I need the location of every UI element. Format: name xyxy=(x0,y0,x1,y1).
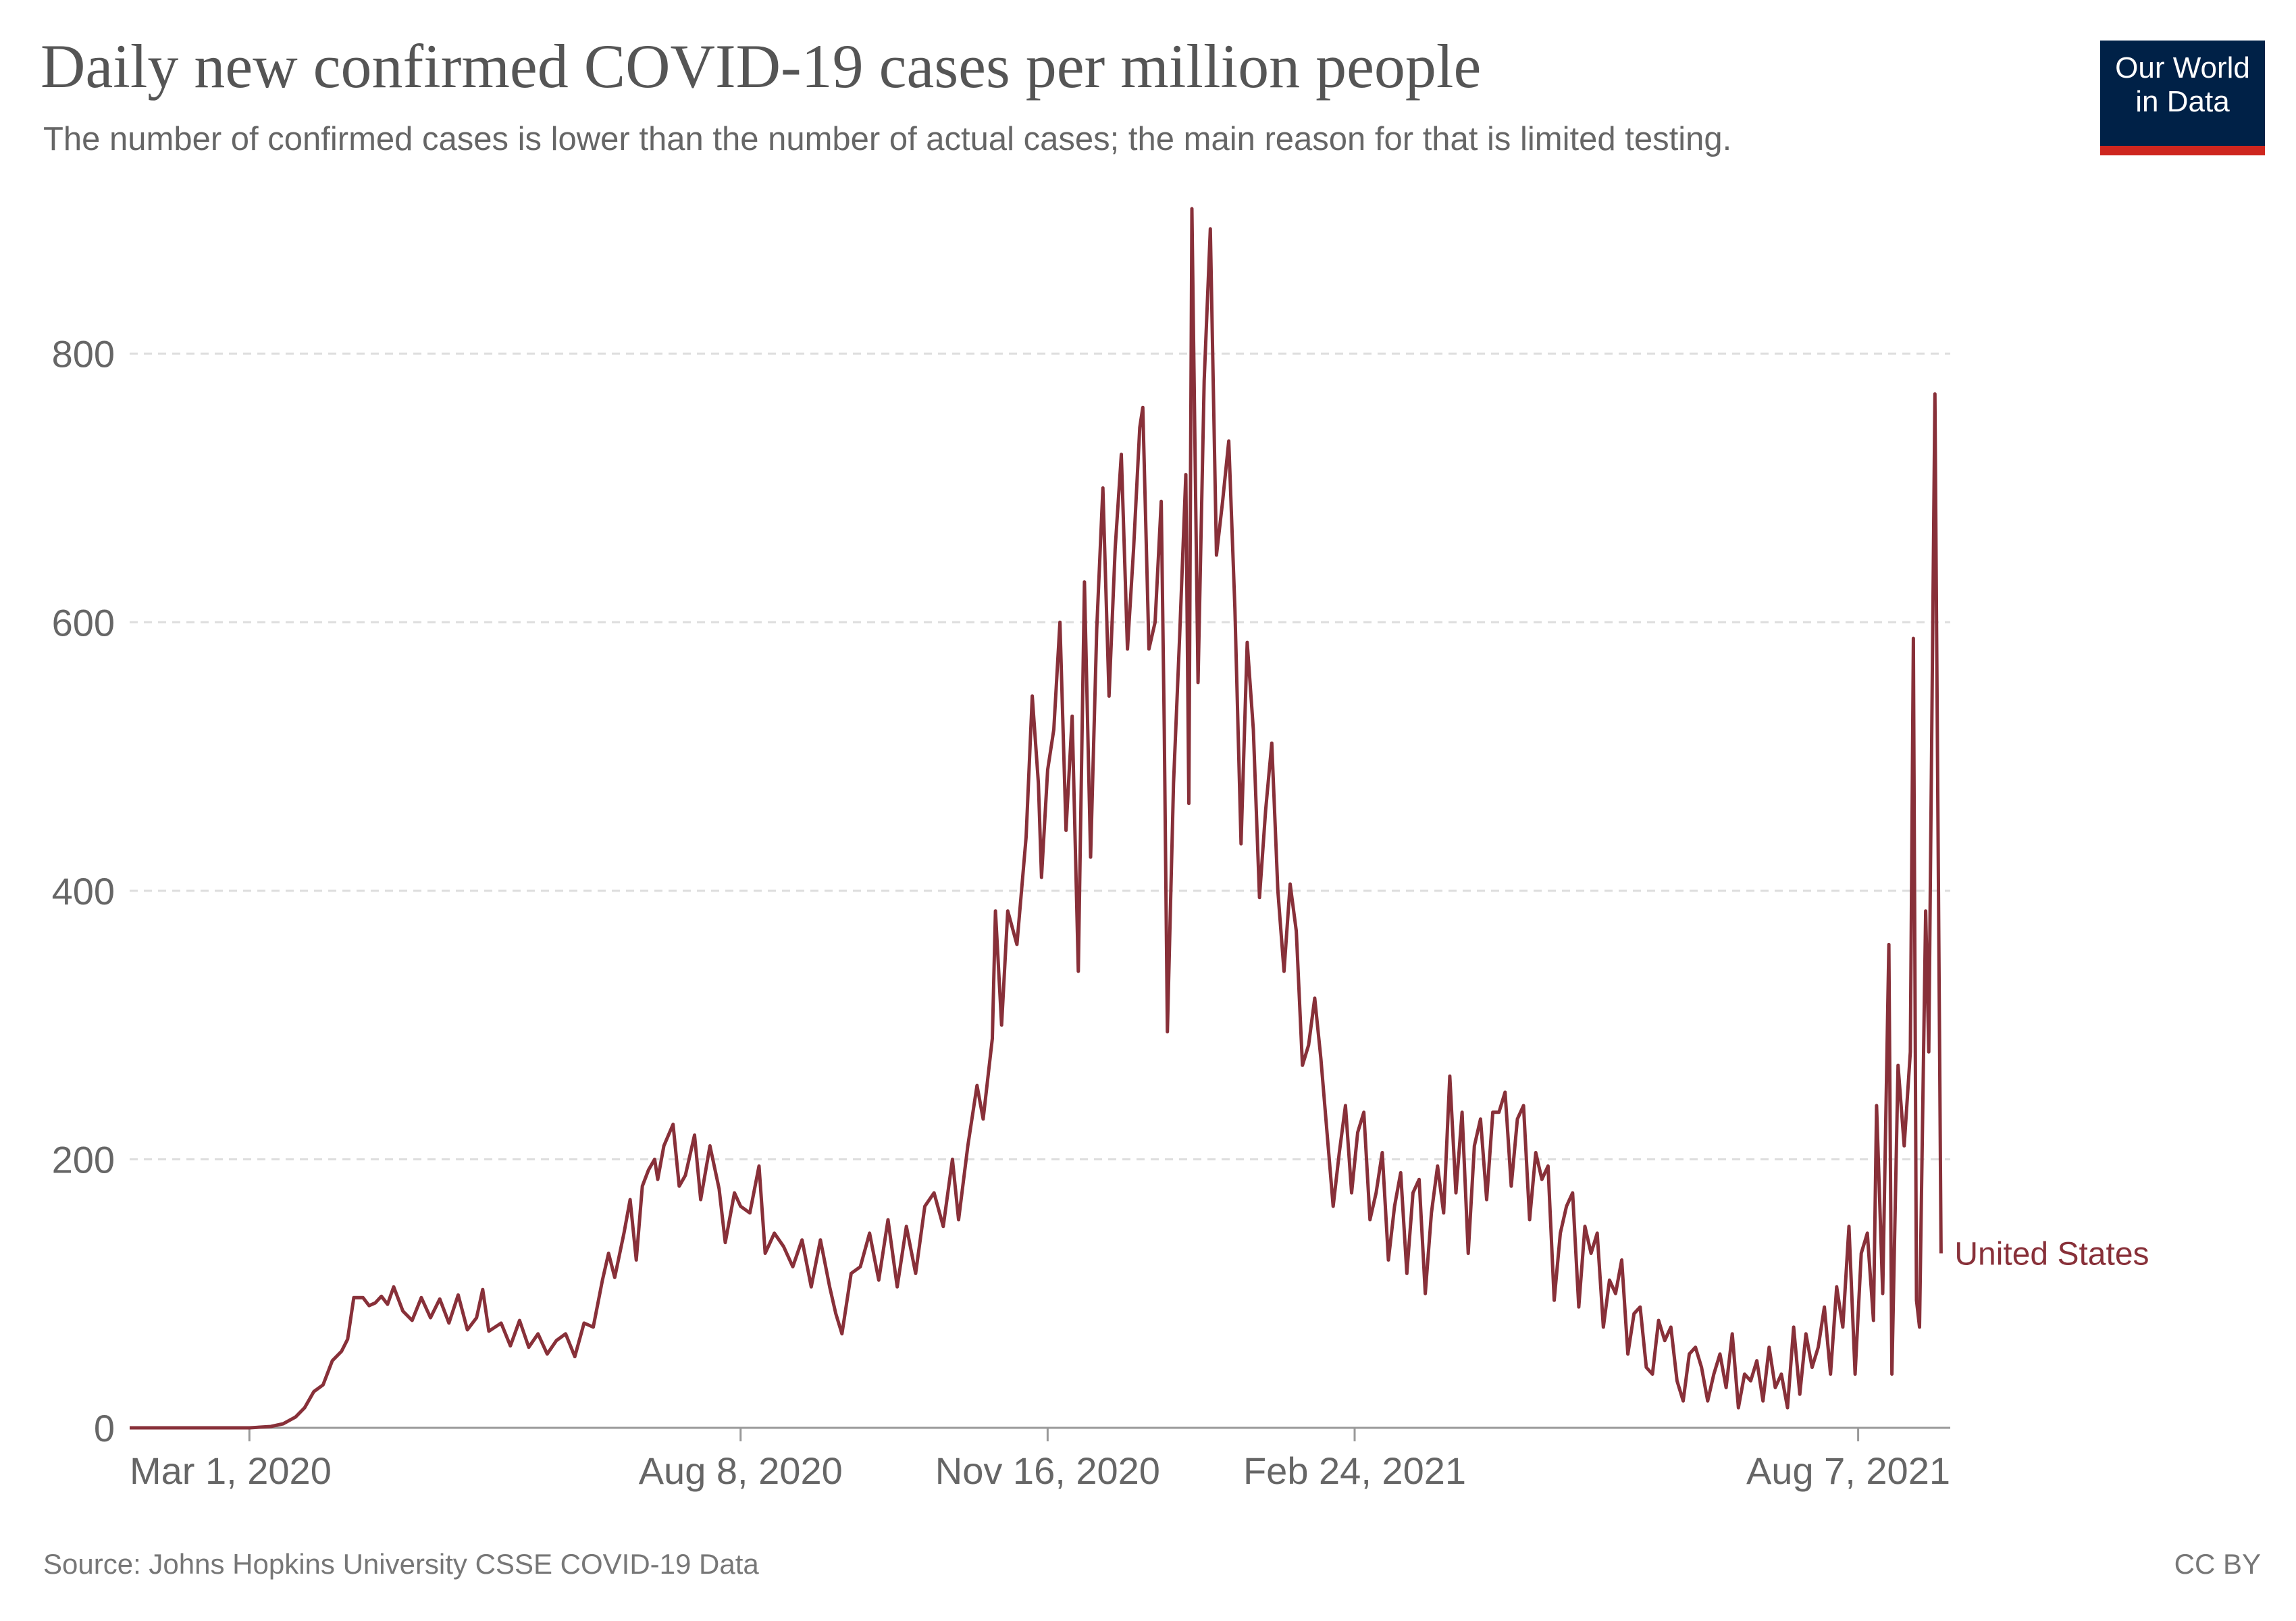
series-labels: United States xyxy=(1954,1237,2149,1272)
logo-line-1: Our World xyxy=(2115,51,2250,84)
chart-subtitle: The number of confirmed cases is lower t… xyxy=(43,121,1732,157)
y-tick-label-0: 0 xyxy=(94,1407,115,1449)
x-tick-label-3: Feb 24, 2021 xyxy=(1243,1449,1466,1492)
y-tick-label-800: 800 xyxy=(52,333,115,376)
series-label-0: United States xyxy=(1954,1237,2149,1272)
x-axis: Mar 1, 2020 Aug 8, 2020 Nov 16, 2020 Feb 24… xyxy=(130,1426,1950,1492)
owid-logo[interactable]: Our World in Data xyxy=(2100,41,2265,155)
y-tick-label-400: 400 xyxy=(52,870,115,912)
y-tick-label-600: 600 xyxy=(52,601,115,644)
series-lines xyxy=(130,207,1943,1430)
series-line-0 xyxy=(130,207,1943,1430)
logo-line-2: in Data xyxy=(2135,85,2230,118)
gridlines xyxy=(130,353,1950,1160)
source-note: Source: Johns Hopkins University CSSE CO… xyxy=(43,1548,759,1580)
x-tick-label-4: Aug 7, 2021 xyxy=(1746,1449,1950,1492)
y-axis-ticks: 0 200 400 600 800 xyxy=(52,333,115,1449)
chart-title: Daily new confirmed COVID-19 cases per m… xyxy=(41,32,1482,101)
x-tick-label-2: Nov 16, 2020 xyxy=(935,1449,1160,1492)
x-tick-label-1: Aug 8, 2020 xyxy=(639,1449,843,1492)
y-tick-label-200: 200 xyxy=(52,1138,115,1181)
x-tick-label-0: Mar 1, 2020 xyxy=(130,1449,332,1492)
license-link[interactable]: CC BY xyxy=(2174,1548,2261,1580)
